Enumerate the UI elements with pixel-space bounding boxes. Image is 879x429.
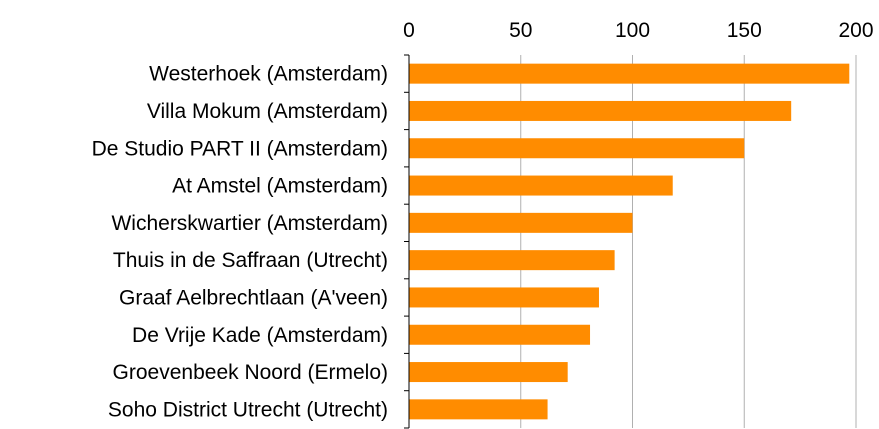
bar [409,287,599,308]
category-label: Soho District Utrecht (Utrecht) [108,398,388,421]
bar [409,138,745,159]
bar [409,250,615,271]
bar [409,100,792,121]
bar [409,362,568,383]
bars [409,63,850,420]
bar [409,399,548,420]
labels: 0 50 100 150 200 Westerhoek (Amsterdam) Villa … [92,19,874,421]
category-label: At Amstel (Amsterdam) [172,175,388,198]
category-label: Graaf Aelbrechtlaan (A'veen) [119,286,388,309]
category-label: Villa Mokum (Amsterdam) [147,100,388,123]
bar [409,324,591,345]
category-label: De Studio PART II (Amsterdam) [92,137,388,160]
x-tick-label: 200 [838,19,873,42]
category-label: Wicherskwartier (Amsterdam) [111,212,388,235]
bar [409,175,673,196]
category-label: De Vrije Kade (Amsterdam) [132,324,388,347]
bar [409,212,633,233]
axes [404,54,410,429]
category-label: Thuis in de Saffraan (Utrecht) [113,249,388,272]
bar [409,63,850,84]
x-tick-label: 150 [727,19,762,42]
x-tick-label: 0 [403,19,415,42]
category-label: Westerhoek (Amsterdam) [149,63,388,86]
x-tick-label: 50 [509,19,532,42]
category-label: Groevenbeek Noord (Ermelo) [113,361,388,384]
x-tick-label: 100 [615,19,650,42]
